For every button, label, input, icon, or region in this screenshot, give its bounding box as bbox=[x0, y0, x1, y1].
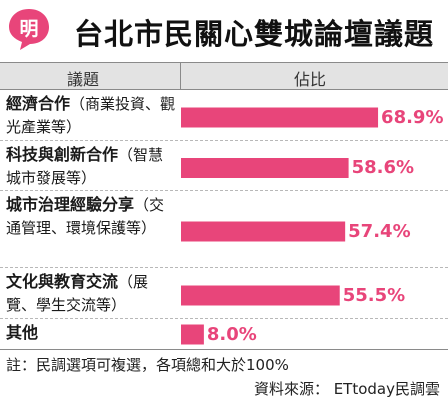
logo-text: 明 bbox=[19, 17, 39, 40]
bar-chart-svg bbox=[181, 107, 379, 345]
category-name: 科技與創新合作 bbox=[6, 145, 119, 164]
category-detail: （智慧城市發展等） bbox=[6, 146, 164, 187]
category-label: 其他 bbox=[6, 321, 176, 345]
row-separator bbox=[0, 318, 448, 319]
header-divider bbox=[180, 63, 181, 89]
category-label: 經濟合作（商業投資、觀光產業等） bbox=[6, 92, 176, 139]
table-header: 議題 佔比 bbox=[0, 62, 448, 90]
row-separator bbox=[0, 140, 448, 141]
bar bbox=[181, 285, 340, 306]
category-label: 文化與教育交流（展覽、學生交流等） bbox=[6, 270, 176, 317]
category-name: 城市治理經驗分享 bbox=[6, 195, 135, 214]
category-name: 文化與教育交流 bbox=[6, 272, 119, 291]
newspaper-logo: 明 bbox=[6, 6, 52, 52]
bar-chart: 經濟合作（商業投資、觀光產業等） 68.9% 科技與創新合作（智慧城市發展等） 58.… bbox=[0, 89, 448, 349]
category-name: 其他 bbox=[6, 323, 39, 342]
footer: 註：民調選項可複選，各項總和大於100% 資料來源： ETtoday民調雲 bbox=[0, 349, 448, 408]
bar-value-label: 57.4% bbox=[348, 220, 411, 242]
footnote: 註：民調選項可複選，各項總和大於100% bbox=[6, 356, 289, 374]
category-detail: （展覽、學生交流等） bbox=[6, 273, 149, 314]
header-share: 佔比 bbox=[294, 70, 327, 89]
category-label: 科技與創新合作（智慧城市發展等） bbox=[6, 143, 176, 190]
bar-value-label: 68.9% bbox=[381, 106, 444, 128]
bar bbox=[181, 221, 346, 242]
bar bbox=[181, 324, 204, 345]
category-label: 城市治理經驗分享（交通管理、環境保護等） bbox=[6, 193, 176, 240]
category-detail: （商業投資、觀光產業等） bbox=[6, 95, 176, 136]
bar-value-label: 55.5% bbox=[342, 284, 406, 306]
row-separator bbox=[0, 190, 448, 191]
bar-value-label: 58.6% bbox=[351, 157, 415, 178]
bar bbox=[181, 158, 349, 178]
bar bbox=[181, 107, 379, 128]
category-name: 經濟合作 bbox=[6, 94, 71, 113]
chart-title: 台北市民關心雙城論壇議題 bbox=[74, 17, 435, 51]
source-credit: 資料來源： ETtoday民調雲 bbox=[253, 380, 440, 398]
bar-value-label: 8.0% bbox=[206, 323, 257, 345]
header-topic: 議題 bbox=[67, 70, 100, 89]
row-separator bbox=[0, 267, 448, 268]
title-bar: 明 台北市民關心雙城論壇議題 bbox=[0, 0, 448, 58]
logo-bubble-icon bbox=[9, 9, 49, 50]
category-detail: （交通管理、環境保護等） bbox=[6, 196, 165, 237]
